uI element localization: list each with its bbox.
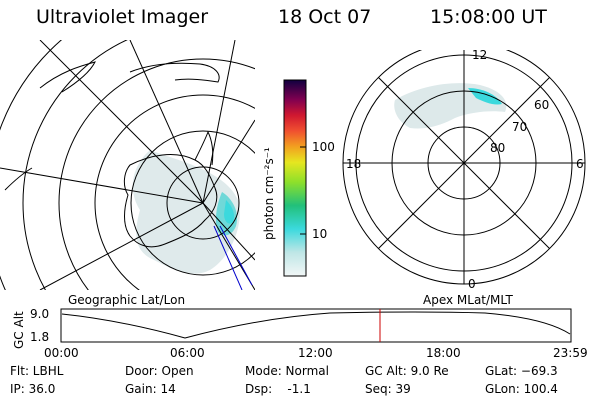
altitude-plot xyxy=(60,308,572,343)
altitude-ytick-max: 9.0 xyxy=(30,307,50,321)
time-tick-1800: 18:00 xyxy=(426,346,461,360)
mlat-label-70: 70 xyxy=(512,120,528,134)
colorbar-tick-100: 100 xyxy=(312,140,335,154)
altitude-plot-frame xyxy=(60,308,572,343)
polar-aurora-emission xyxy=(394,83,507,129)
mlt-meridians xyxy=(343,50,585,284)
gcalt-status: GC Alt: 9.0 Re xyxy=(365,364,449,378)
date-label: 18 Oct 07 xyxy=(278,6,372,28)
glat-status: GLat: −69.3 xyxy=(485,364,558,378)
colorbar-units: photon cm⁻²s⁻¹ xyxy=(262,147,276,240)
ip-status: IP: 36.0 xyxy=(10,382,56,396)
mlat-label-60: 60 xyxy=(534,98,550,112)
latitude-circles xyxy=(0,40,255,290)
time-tick-0000: 00:00 xyxy=(44,346,79,360)
door-status: Door: Open xyxy=(125,364,194,378)
glon-status: GLon: 100.4 xyxy=(485,382,558,396)
mlt-label-0: 0 xyxy=(468,277,476,291)
colorbar-scale xyxy=(283,79,307,277)
dsp-status: Dsp: -1.1 xyxy=(245,382,311,396)
magnetic-overlay xyxy=(213,225,253,290)
instrument-title: Ultraviolet Imager xyxy=(36,6,209,28)
altitude-ylabel: GC Alt xyxy=(12,311,26,349)
mlt-label-18: 18 xyxy=(346,157,362,171)
altitude-curve xyxy=(61,311,571,339)
mode-status: Mode: Normal xyxy=(245,364,329,378)
polar-caption: Apex MLat/MLT xyxy=(423,293,513,307)
colorbar-tick-10: 10 xyxy=(312,227,328,241)
filter-status: Flt: LBHL xyxy=(10,364,64,378)
colorbar xyxy=(283,79,307,277)
gain-status: Gain: 14 xyxy=(125,382,176,396)
time-tick-1200: 12:00 xyxy=(298,346,333,360)
meridians xyxy=(0,40,255,290)
time-tick-0600: 06:00 xyxy=(170,346,205,360)
seq-status: Seq: 39 xyxy=(365,382,411,396)
time-tick-2359: 23:59 xyxy=(553,346,588,360)
time-label: 15:08:00 UT xyxy=(430,6,547,28)
geographic-map xyxy=(0,40,255,290)
mlt-label-6: 6 xyxy=(576,157,584,171)
altitude-ytick-min: 1.8 xyxy=(30,330,50,344)
mlat-label-80: 80 xyxy=(490,141,506,155)
mlt-label-12: 12 xyxy=(472,48,488,62)
geo-caption: Geographic Lat/Lon xyxy=(68,293,186,307)
polar-plot xyxy=(342,50,586,285)
